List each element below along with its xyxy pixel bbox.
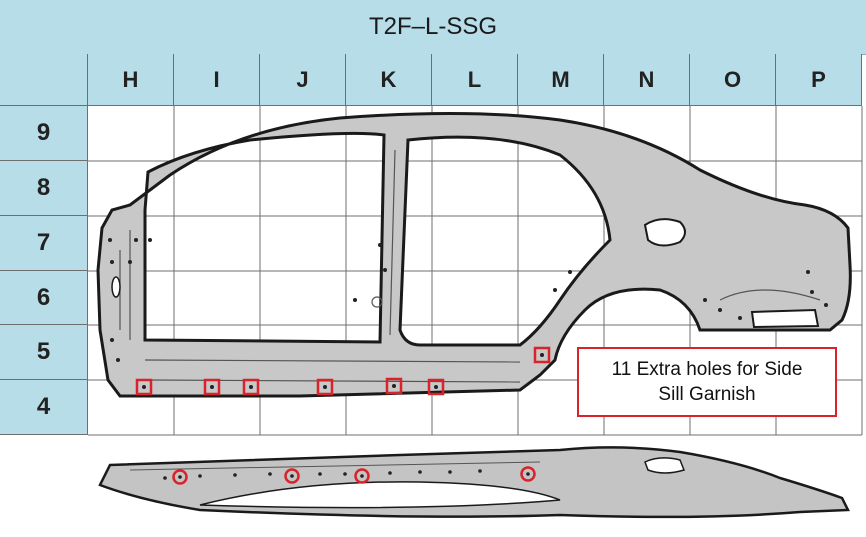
hole-marker-square [242,378,260,396]
column-label: J [296,66,309,92]
row-label: 8 [36,174,51,201]
hole-marker-square [427,378,445,396]
hole-marker-square [533,346,551,364]
hole-marker-circle [354,468,370,484]
column-label: M [551,66,570,92]
row-header-9: 9 [0,106,88,161]
column-label: O [723,66,742,92]
row-label: 9 [36,119,51,146]
hole-marker-square [316,378,334,396]
front-slot-opening [111,276,121,298]
extra-hole-markers-side [135,346,551,396]
hole-marker-circle [172,469,188,485]
hole-marker-square [203,378,221,396]
sill-bottom-view [98,446,850,519]
grid-corner [0,54,88,106]
title-text: T2F–L-SSG [368,13,498,40]
sill-bottom-inner-opening [199,481,561,509]
row-header-8: 8 [0,161,88,216]
hole-marker-square [135,378,153,396]
row-label: 5 [36,338,51,365]
row-header-6: 6 [0,271,88,325]
sill-bottom-fuel-opening [644,457,686,474]
column-label: K [380,66,397,92]
callout-text: 11 Extra holes for Side Sill Garnish [612,357,803,407]
column-label: P [811,66,826,92]
extra-hole-markers-bottom [172,466,536,485]
column-header-p: P [776,54,862,106]
column-header-o: O [690,54,776,106]
column-label: I [213,66,220,92]
column-label: N [638,66,655,92]
column-header-m: M [518,54,604,106]
column-header-j: J [260,54,346,106]
column-label: H [122,66,139,92]
hole-marker-circle [520,466,536,482]
panel-details [119,149,821,383]
row-label: 4 [36,393,51,420]
column-header-k: K [346,54,432,106]
panel-holes [108,238,828,362]
side-panel-outline [96,111,852,398]
hole-marker-square [385,377,403,395]
row-label: 7 [36,229,51,256]
row-label: 6 [36,283,51,311]
fuel-door-opening [643,218,686,247]
column-label: L [467,66,482,92]
column-header-h: H [88,54,174,106]
column-header-i: I [174,54,260,106]
row-header-4: 4 [0,380,88,435]
column-header-n: N [604,54,690,106]
extra-holes-callout: 11 Extra holes for Side Sill Garnish [577,347,837,417]
row-header-5: 5 [0,325,88,380]
rear-slot-opening [750,308,820,329]
callout-line-1: 11 Extra holes for Side [611,359,803,380]
diagram-title: T2F–L-SSG [0,0,866,55]
row-header-7: 7 [0,216,88,271]
hole-marker-circle [284,468,300,484]
callout-line-2: Sill Garnish [658,384,756,405]
column-header-l: L [432,54,518,106]
